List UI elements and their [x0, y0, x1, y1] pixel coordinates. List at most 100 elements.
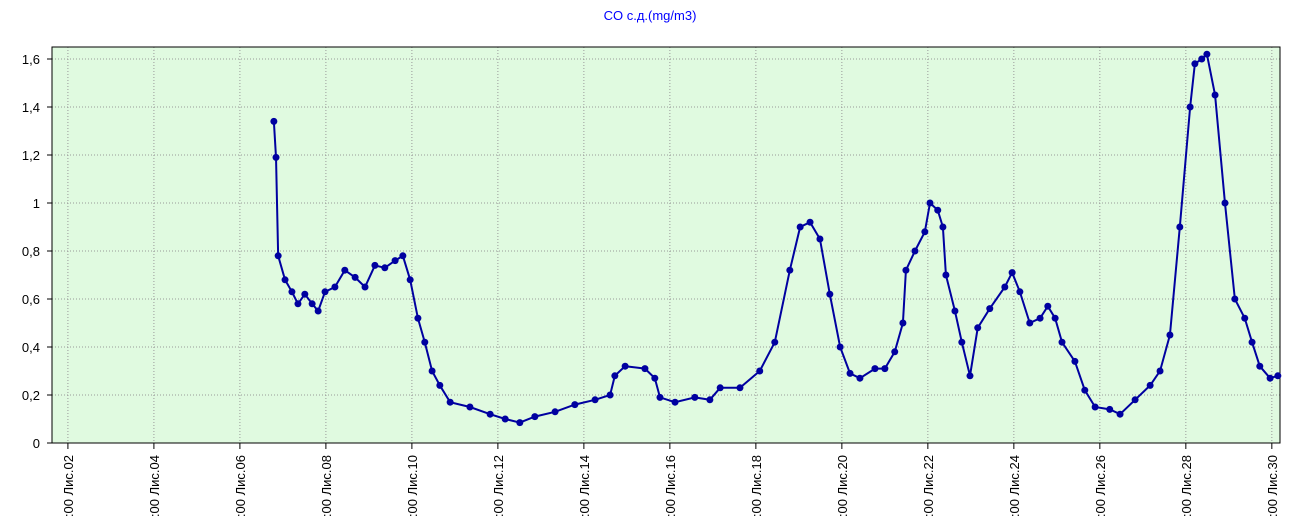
y-tick-label: 0: [33, 436, 40, 451]
data-point: [1166, 331, 1174, 339]
data-point: [911, 247, 919, 255]
data-point: [706, 396, 714, 404]
data-point: [501, 415, 509, 423]
data-point: [1203, 50, 1211, 58]
x-tick-label: 00:00 Лис.28: [1179, 455, 1194, 517]
data-point: [486, 410, 494, 418]
data-point: [1106, 405, 1114, 413]
y-tick-label: 0,4: [22, 340, 40, 355]
y-tick-label: 1,4: [22, 100, 40, 115]
data-point: [351, 273, 359, 281]
data-point: [428, 367, 436, 375]
data-point: [656, 393, 664, 401]
data-point: [856, 374, 864, 382]
data-point: [361, 283, 369, 291]
data-point: [691, 393, 699, 401]
data-point: [331, 283, 339, 291]
data-point: [942, 271, 950, 279]
data-point: [934, 206, 942, 214]
data-point: [1036, 314, 1044, 322]
x-tick-label: 00:00 Лис.02: [61, 455, 76, 517]
data-point: [1001, 283, 1009, 291]
data-point: [308, 300, 316, 308]
x-tick-label: 00:00 Лис.08: [319, 455, 334, 517]
data-point: [736, 384, 744, 392]
data-point: [591, 396, 599, 404]
data-point: [926, 199, 934, 207]
data-point: [436, 381, 444, 389]
data-point: [951, 307, 959, 315]
data-point: [1221, 199, 1229, 207]
data-point: [1274, 372, 1282, 380]
x-tick-label: 00:00 Лис.24: [1007, 455, 1022, 517]
data-point: [651, 374, 659, 382]
data-point: [1131, 396, 1139, 404]
data-point: [1058, 338, 1066, 346]
data-point: [1266, 374, 1274, 382]
plot-area: [52, 47, 1280, 443]
data-point: [806, 218, 814, 226]
data-point: [466, 403, 474, 411]
data-point: [399, 252, 407, 260]
data-point: [421, 338, 429, 346]
x-tick-label: 00:00 Лис.06: [233, 455, 248, 517]
data-point: [939, 223, 947, 231]
data-point: [321, 288, 329, 296]
data-point: [281, 276, 289, 284]
data-point: [986, 305, 994, 313]
data-point: [974, 324, 982, 332]
y-tick-label: 0,8: [22, 244, 40, 259]
data-point: [391, 257, 399, 265]
data-point: [1008, 269, 1016, 277]
data-point: [1081, 386, 1089, 394]
data-point: [1156, 367, 1164, 375]
x-tick-label: 00:00 Лис.26: [1093, 455, 1108, 517]
data-point: [786, 266, 794, 274]
data-point: [1116, 410, 1124, 418]
data-point: [899, 319, 907, 327]
data-point: [716, 384, 724, 392]
data-point: [274, 252, 282, 260]
data-point: [1051, 314, 1059, 322]
data-point: [406, 276, 414, 284]
x-tick-label: 00:00 Лис.22: [921, 455, 936, 517]
data-point: [1016, 288, 1024, 296]
chart-title: CO с.д.(mg/m3): [604, 8, 697, 23]
data-point: [921, 228, 929, 236]
data-point: [270, 117, 278, 125]
x-tick-label: 00:00 Лис.12: [491, 455, 506, 517]
data-point: [414, 314, 422, 322]
data-point: [966, 372, 974, 380]
data-point: [272, 153, 280, 161]
data-point: [836, 343, 844, 351]
data-point: [516, 419, 524, 427]
data-point: [796, 223, 804, 231]
data-point: [1176, 223, 1184, 231]
data-point: [1026, 319, 1034, 327]
data-point: [756, 367, 764, 375]
data-point: [301, 290, 309, 298]
y-tick-label: 1,6: [22, 52, 40, 67]
data-point: [606, 391, 614, 399]
data-point: [371, 261, 379, 269]
data-point: [671, 398, 679, 406]
data-point: [902, 266, 910, 274]
plot-border: [51, 46, 1281, 444]
data-point: [1241, 314, 1249, 322]
data-point: [846, 369, 854, 377]
data-point: [314, 307, 322, 315]
data-point: [1211, 91, 1219, 99]
data-point: [771, 338, 779, 346]
data-point: [571, 401, 579, 409]
data-point: [641, 365, 649, 373]
data-point: [826, 290, 834, 298]
data-point: [1248, 338, 1256, 346]
data-point: [891, 348, 899, 356]
data-point: [1256, 362, 1264, 370]
x-tick-label: 00:00 Лис.16: [663, 455, 678, 517]
data-point: [1191, 60, 1199, 68]
data-point: [621, 362, 629, 370]
data-point: [381, 264, 389, 272]
